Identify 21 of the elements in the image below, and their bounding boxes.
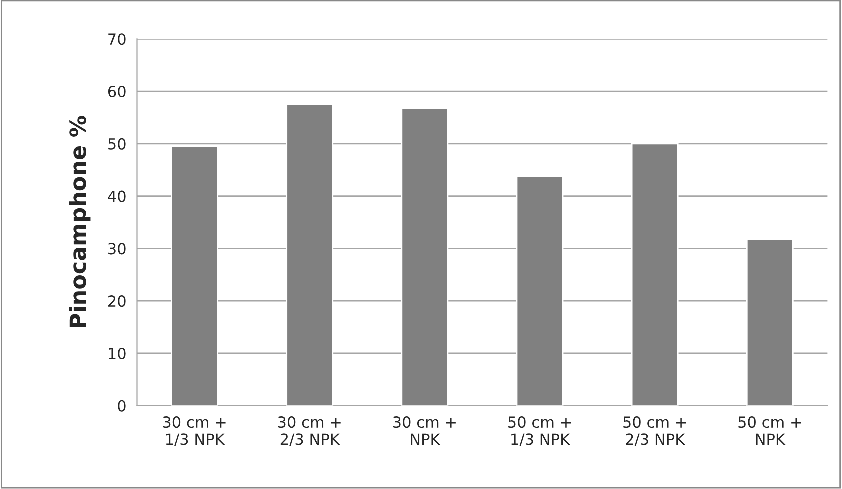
- y-tick-label: 70: [108, 34, 126, 46]
- x-tick-label: 30 cm + NPK: [393, 416, 456, 446]
- y-tick-label: 60: [108, 86, 126, 98]
- bar: [516, 176, 564, 406]
- x-tick-label: 50 cm + 1/3 NPK: [508, 416, 571, 446]
- y-tick-label: 50: [108, 138, 126, 150]
- y-axis-title: Pinocamphone %: [69, 116, 91, 328]
- bar: [631, 143, 679, 406]
- x-tick-label: 50 cm + 2/3 NPK: [624, 416, 686, 446]
- x-tick-label: 30 cm + 1/3 NPK: [163, 416, 226, 446]
- y-tick-label: 0: [118, 400, 126, 412]
- bar: [171, 146, 218, 406]
- bar: [401, 108, 449, 406]
- y-tick-label: 40: [108, 190, 126, 202]
- y-tick-label: 10: [109, 348, 126, 360]
- x-tick-label: 50 cm + NPK: [738, 416, 802, 446]
- y-tick-label: 20: [108, 296, 126, 308]
- x-tick-label: 30 cm + 2/3 NPK: [278, 416, 341, 446]
- bar: [286, 104, 334, 406]
- bar: [746, 239, 794, 406]
- y-tick-label: 30: [108, 243, 126, 255]
